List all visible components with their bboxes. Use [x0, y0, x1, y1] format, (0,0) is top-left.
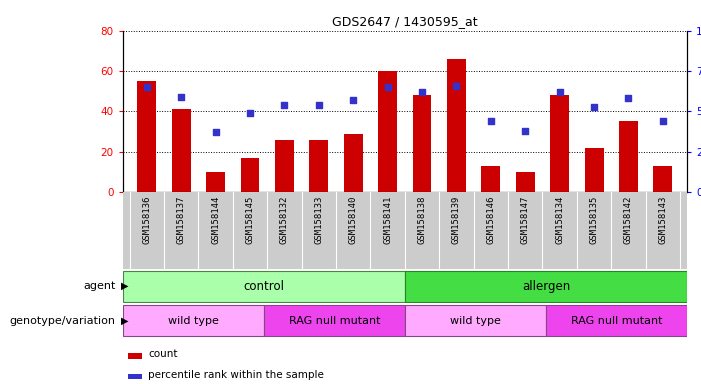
Bar [137, 81, 156, 192]
Text: GSM158132: GSM158132 [280, 196, 289, 244]
Text: wild type: wild type [450, 316, 501, 326]
Text: GSM158145: GSM158145 [245, 196, 254, 244]
Point [588, 103, 599, 109]
Text: allergen: allergen [522, 280, 570, 293]
Text: ▶: ▶ [121, 281, 129, 291]
Point [210, 129, 222, 136]
Bar [123, 305, 264, 336]
Point [554, 89, 565, 95]
Bar [206, 172, 225, 192]
Text: agent: agent [83, 281, 116, 291]
Text: GSM158144: GSM158144 [211, 196, 220, 244]
Bar [240, 158, 259, 192]
Bar [128, 374, 142, 379]
Bar [447, 59, 466, 192]
Point [451, 83, 462, 89]
Bar [516, 172, 535, 192]
Point [658, 118, 669, 124]
Bar [405, 271, 687, 302]
Point [416, 89, 428, 95]
Text: count: count [148, 349, 177, 359]
Text: GSM158146: GSM158146 [486, 196, 496, 244]
Text: percentile rank within the sample: percentile rank within the sample [148, 370, 324, 380]
Text: GSM158134: GSM158134 [555, 196, 564, 244]
Text: GSM158139: GSM158139 [452, 196, 461, 244]
Bar [378, 71, 397, 192]
Text: GSM158147: GSM158147 [521, 196, 530, 244]
Text: GSM158138: GSM158138 [418, 196, 426, 244]
Bar [653, 166, 672, 192]
Bar [264, 305, 405, 336]
Bar [405, 305, 546, 336]
Bar [550, 95, 569, 192]
Bar [585, 148, 604, 192]
Text: wild type: wild type [168, 316, 219, 326]
Bar [275, 140, 294, 192]
Bar [413, 95, 432, 192]
Point [382, 84, 393, 90]
Text: GSM158133: GSM158133 [314, 196, 323, 244]
Text: GSM158140: GSM158140 [348, 196, 358, 244]
Point [175, 94, 186, 100]
Point [141, 84, 152, 90]
Text: GSM158142: GSM158142 [624, 196, 633, 244]
Text: GSM158137: GSM158137 [177, 196, 186, 244]
Bar [123, 271, 405, 302]
Point [313, 102, 325, 108]
Bar [172, 109, 191, 192]
Point [623, 95, 634, 101]
Text: GSM158141: GSM158141 [383, 196, 392, 244]
Title: GDS2647 / 1430595_at: GDS2647 / 1430595_at [332, 15, 477, 28]
Text: control: control [243, 280, 284, 293]
Bar [546, 305, 687, 336]
Point [519, 127, 531, 134]
Bar [343, 134, 362, 192]
Bar [309, 140, 328, 192]
Text: GSM158143: GSM158143 [658, 196, 667, 244]
Point [348, 97, 359, 103]
Point [279, 102, 290, 108]
Text: RAG null mutant: RAG null mutant [571, 316, 662, 326]
Text: GSM158135: GSM158135 [590, 196, 599, 244]
Bar [482, 166, 501, 192]
Bar [123, 192, 687, 269]
Point [485, 118, 496, 124]
Text: genotype/variation: genotype/variation [10, 316, 116, 326]
Point [245, 110, 256, 116]
Bar [128, 353, 142, 359]
Text: GSM158136: GSM158136 [142, 196, 151, 244]
Text: RAG null mutant: RAG null mutant [289, 316, 380, 326]
Text: ▶: ▶ [121, 316, 129, 326]
Bar [619, 121, 638, 192]
